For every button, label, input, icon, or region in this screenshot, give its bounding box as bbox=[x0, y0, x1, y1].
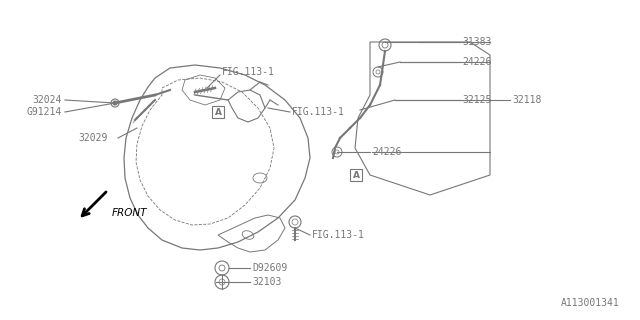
Text: 32103: 32103 bbox=[252, 277, 282, 287]
Text: FRONT: FRONT bbox=[112, 208, 147, 218]
Text: A: A bbox=[214, 108, 221, 116]
Text: D92609: D92609 bbox=[252, 263, 287, 273]
Text: A113001341: A113001341 bbox=[561, 298, 620, 308]
FancyBboxPatch shape bbox=[212, 106, 224, 118]
Text: 24226: 24226 bbox=[462, 57, 492, 67]
Text: 32024: 32024 bbox=[33, 95, 62, 105]
Circle shape bbox=[113, 101, 117, 105]
Text: FIG.113-1: FIG.113-1 bbox=[222, 67, 275, 77]
Circle shape bbox=[292, 219, 298, 225]
Circle shape bbox=[382, 42, 388, 48]
Text: 24226: 24226 bbox=[372, 147, 401, 157]
Circle shape bbox=[335, 150, 339, 154]
Text: G91214: G91214 bbox=[27, 107, 62, 117]
Text: FIG.113-1: FIG.113-1 bbox=[312, 230, 365, 240]
Text: 31383: 31383 bbox=[462, 37, 492, 47]
FancyBboxPatch shape bbox=[350, 169, 362, 181]
Text: A: A bbox=[353, 171, 360, 180]
Text: 32125: 32125 bbox=[462, 95, 492, 105]
Text: 32029: 32029 bbox=[78, 133, 108, 143]
Text: FIG.113-1: FIG.113-1 bbox=[292, 107, 345, 117]
Text: 32118: 32118 bbox=[512, 95, 541, 105]
Circle shape bbox=[376, 70, 380, 74]
